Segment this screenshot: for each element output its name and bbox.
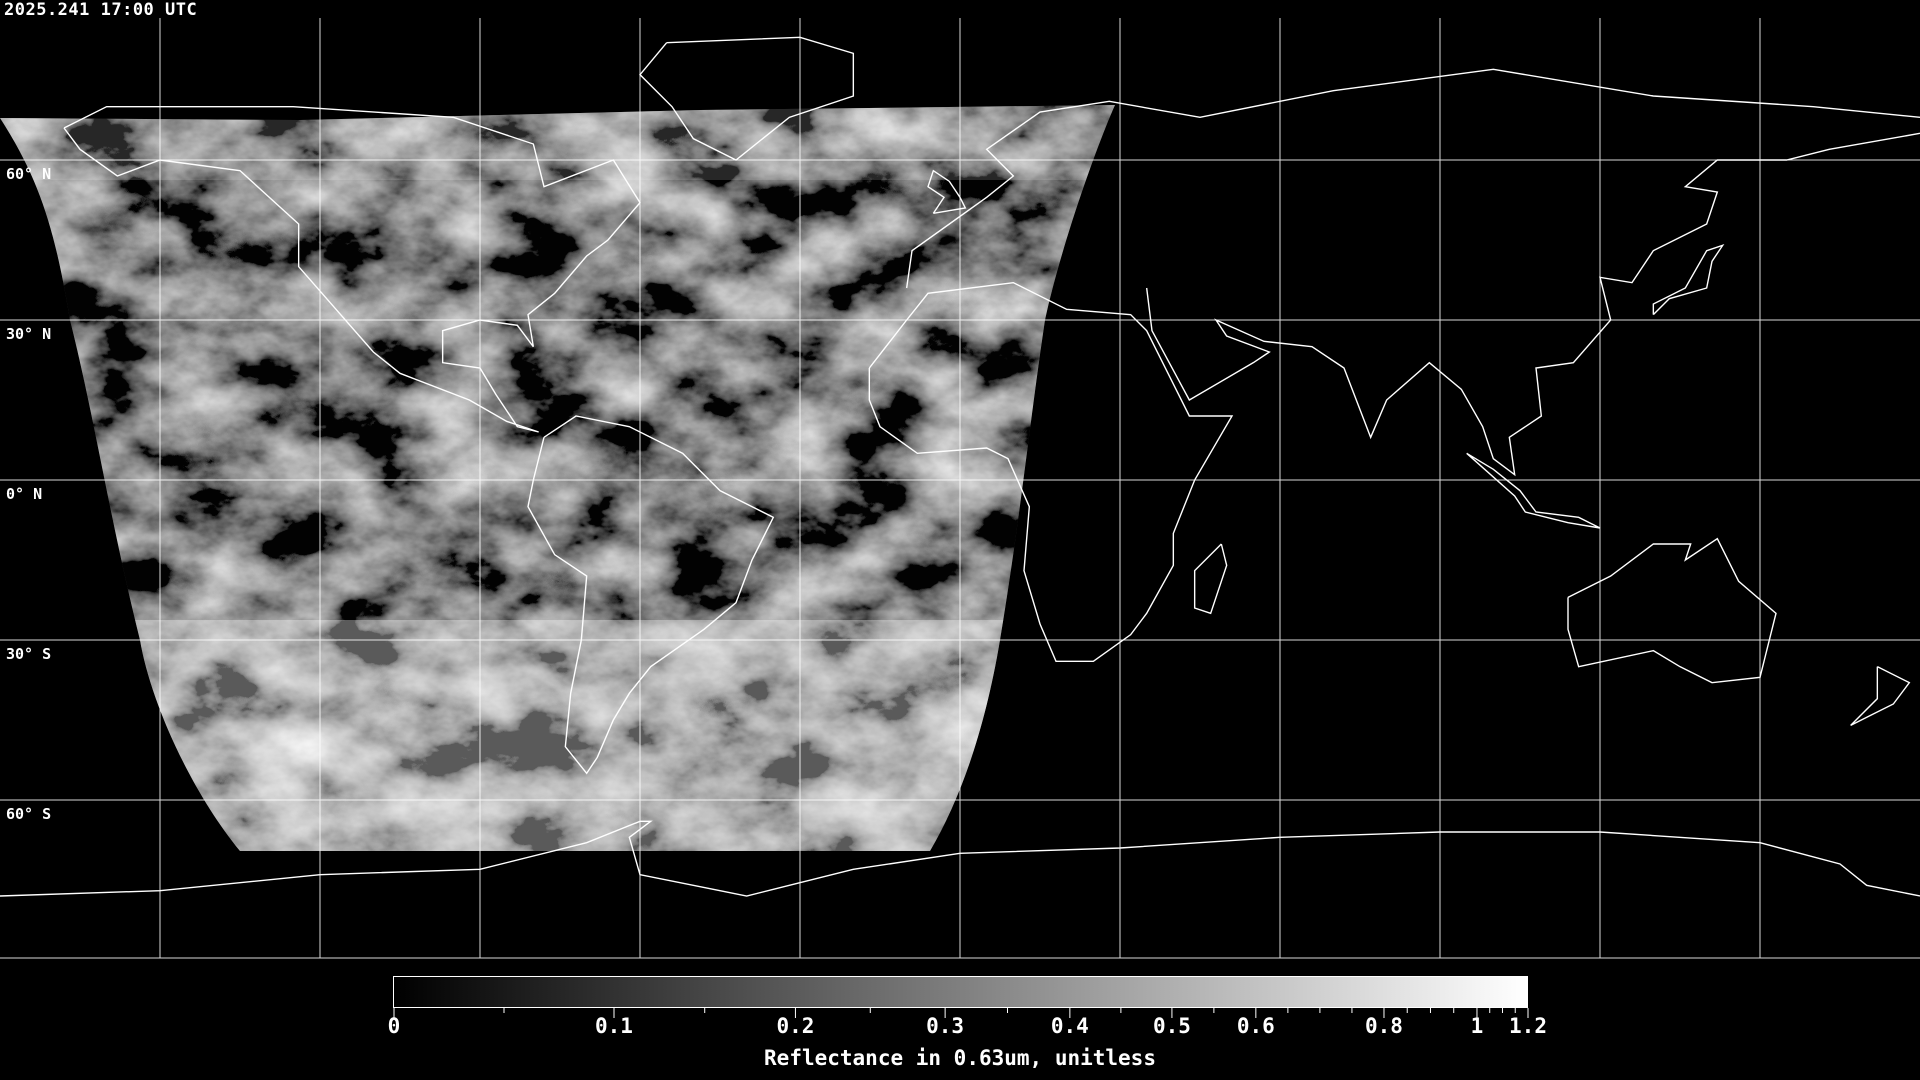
coastline-greenland: [639, 36, 855, 161]
timestamp: 2025.241 17:00 UTC: [4, 0, 198, 20]
colorbar-tick-label: 0.3: [926, 1014, 965, 1038]
coastline-indonesia: [1466, 452, 1601, 529]
coastline-south-america: [527, 415, 775, 775]
colorbar-tick-label: 1: [1470, 1014, 1484, 1038]
coastline-australia: [1567, 537, 1777, 684]
coastlines: [0, 36, 1920, 897]
lat-label-60s: 60° S: [6, 805, 52, 823]
coastline-africa: [868, 281, 1234, 663]
lat-label-60n: 60° N: [6, 165, 52, 183]
colorbar-tick-label: 0: [387, 1014, 401, 1038]
colorbar-tick-label: 0.2: [776, 1014, 815, 1038]
graticule: [0, 18, 1920, 959]
colorbar-tick-label: 0.1: [595, 1014, 633, 1038]
satellite-swath: [0, 105, 1115, 851]
lat-label-0n: 0° N: [6, 485, 43, 503]
lat-label-30s: 30° S: [6, 645, 52, 663]
coastline-asia-south: [1145, 132, 1920, 477]
coastline-britain: [927, 169, 967, 215]
coastline-madagascar: [1193, 543, 1228, 615]
colorbar-tick-label: 0.6: [1236, 1014, 1275, 1038]
satellite-map: [0, 18, 1920, 959]
colorbar-title: Reflectance in 0.63um, unitless: [764, 1046, 1156, 1070]
colorbar-tick-label: 1.2: [1509, 1014, 1547, 1038]
coastline-eurasia: [905, 68, 1920, 289]
coastline-new-zealand: [1850, 666, 1911, 726]
coastline-north-america: [63, 105, 641, 433]
coastline-japan: [1652, 244, 1725, 316]
colorbar-tick-label: 0.4: [1050, 1014, 1089, 1038]
lat-label-30n: 30° N: [6, 325, 52, 343]
colorbar: [393, 976, 1528, 1008]
colorbar-tick-label: 0.8: [1365, 1014, 1403, 1038]
colorbar-tick-label: 0.5: [1152, 1014, 1191, 1038]
